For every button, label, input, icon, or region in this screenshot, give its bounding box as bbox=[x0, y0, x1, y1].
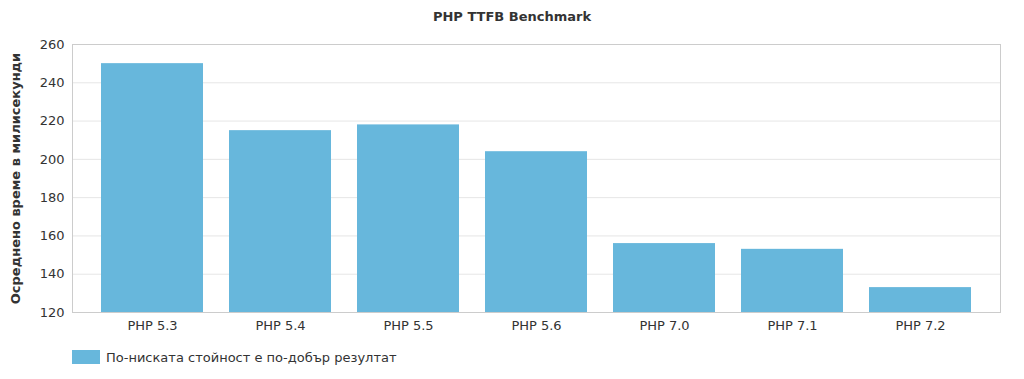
svg-text:160: 160 bbox=[40, 228, 65, 243]
svg-text:Осреднено време в милисекунди: Осреднено време в милисекунди bbox=[8, 53, 23, 304]
svg-text:PHP 7.2: PHP 7.2 bbox=[895, 318, 945, 333]
svg-text:PHP 5.3: PHP 5.3 bbox=[127, 318, 177, 333]
svg-text:180: 180 bbox=[40, 190, 65, 205]
svg-text:120: 120 bbox=[40, 305, 65, 320]
svg-text:PHP 7.1: PHP 7.1 bbox=[767, 318, 817, 333]
svg-text:140: 140 bbox=[40, 266, 65, 281]
html-text:PHP TTFB Benchmark: PHP TTFB Benchmark bbox=[432, 9, 592, 24]
svg-text:220: 220 bbox=[40, 113, 65, 128]
svg-text:240: 240 bbox=[40, 75, 65, 90]
svg-text:260: 260 bbox=[40, 37, 65, 52]
svg-text:PHP 5.6: PHP 5.6 bbox=[511, 318, 561, 333]
svg-text:PHP 5.5: PHP 5.5 bbox=[383, 318, 433, 333]
svg-text:200: 200 bbox=[40, 152, 65, 167]
svg-text:PHP 5.4: PHP 5.4 bbox=[255, 318, 305, 333]
svg-text:PHP 7.0: PHP 7.0 bbox=[639, 318, 689, 333]
html-text:По-ниската стойност е по-добър: По-ниската стойност е по-добър резултат bbox=[106, 349, 397, 365]
